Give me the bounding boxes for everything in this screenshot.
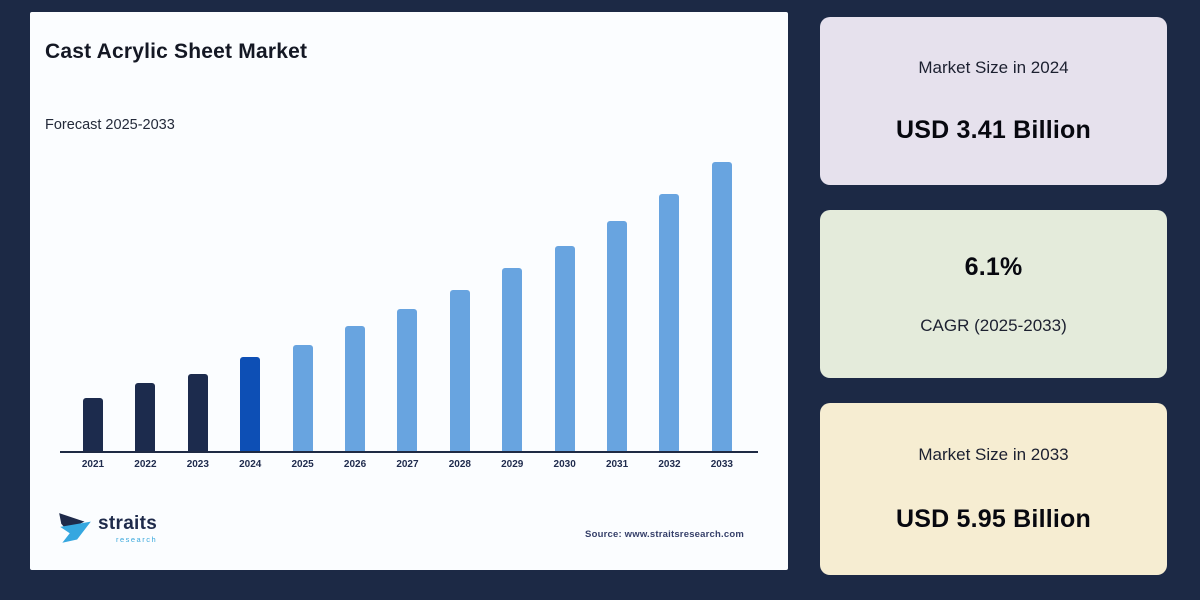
market-size-2024-card: Market Size in 2024 USD 3.41 Billion <box>820 17 1167 185</box>
market-size-2033-value: USD 5.95 Billion <box>896 504 1091 533</box>
bar-chart: 2021 2022 2023 2024 2025 2026 2027 2028 2029 2030… <box>82 151 733 470</box>
x-axis-tick-label-2032: 2032 <box>658 459 681 470</box>
bar-column-2023: 2023 <box>187 374 209 470</box>
bar-2022 <box>135 383 156 451</box>
x-axis-tick-label-2030: 2030 <box>553 459 576 470</box>
x-axis-line <box>60 451 758 453</box>
bar-2025 <box>292 345 313 451</box>
bar-column-2028: 2028 <box>449 290 471 470</box>
chart-panel: Cast Acrylic Sheet Market Forecast 2025-… <box>30 12 788 570</box>
x-axis-tick-label-2021: 2021 <box>81 459 105 470</box>
bar-2021 <box>83 398 103 451</box>
x-axis-tick-label-2022: 2022 <box>134 459 157 470</box>
source-text: Source: www.straitsresearch.com <box>585 529 744 540</box>
bar-column-2029: 2029 <box>501 268 523 470</box>
x-axis-tick-label-2027: 2027 <box>396 459 419 470</box>
bar-2033 <box>711 162 732 451</box>
straits-research-logo-icon <box>59 513 91 543</box>
bar-2024 <box>240 357 261 451</box>
bar-2028 <box>449 290 470 451</box>
chart-title: Cast Acrylic Sheet Market <box>45 40 308 63</box>
bar-column-2027: 2027 <box>396 309 419 470</box>
straits-research-logo-text: straits research <box>98 514 157 544</box>
logo-subname: research <box>115 535 158 544</box>
bar-2027 <box>397 309 418 451</box>
bar-2023 <box>187 374 208 451</box>
x-axis-tick-label-2029: 2029 <box>501 459 524 470</box>
bar-column-2022: 2022 <box>134 383 157 470</box>
bar-column-2032: 2032 <box>658 194 681 470</box>
bar-column-2024: 2024 <box>239 357 261 470</box>
cagr-card: 6.1% CAGR (2025-2033) <box>820 210 1167 378</box>
bar-column-2025: 2025 <box>292 345 314 470</box>
logo-name: straits <box>98 513 158 534</box>
x-axis-tick-label-2026: 2026 <box>343 459 367 470</box>
bar-column-2021: 2021 <box>82 398 104 470</box>
cagr-label: CAGR (2025-2033) <box>920 315 1067 335</box>
x-axis-tick-label-2025: 2025 <box>291 459 314 470</box>
x-axis-tick-label-2023: 2023 <box>186 459 209 470</box>
x-axis-tick-label-2033: 2033 <box>710 459 733 470</box>
bar-2031 <box>607 221 628 451</box>
bar-2029 <box>502 268 523 451</box>
cagr-value: 6.1% <box>964 252 1023 281</box>
chart-subtitle: Forecast 2025-2033 <box>45 117 175 133</box>
straits-research-logo: straits research <box>56 510 157 548</box>
x-axis-tick-label-2028: 2028 <box>448 459 471 470</box>
market-size-2024-label: Market Size in 2024 <box>918 57 1069 77</box>
market-size-2033-label: Market Size in 2033 <box>918 444 1069 464</box>
bar-column-2030: 2030 <box>554 246 576 470</box>
bar-column-2033: 2033 <box>711 162 733 470</box>
x-axis-tick-label-2031: 2031 <box>605 459 629 470</box>
bar-column-2026: 2026 <box>344 326 366 470</box>
bar-column-2031: 2031 <box>606 221 628 470</box>
market-size-2033-card: Market Size in 2033 USD 5.95 Billion <box>820 403 1167 575</box>
market-size-2024-value: USD 3.41 Billion <box>896 115 1091 144</box>
bar-2030 <box>554 246 575 451</box>
x-axis-tick-label-2024: 2024 <box>239 459 262 470</box>
bar-2032 <box>659 194 680 451</box>
bar-2026 <box>345 326 366 451</box>
